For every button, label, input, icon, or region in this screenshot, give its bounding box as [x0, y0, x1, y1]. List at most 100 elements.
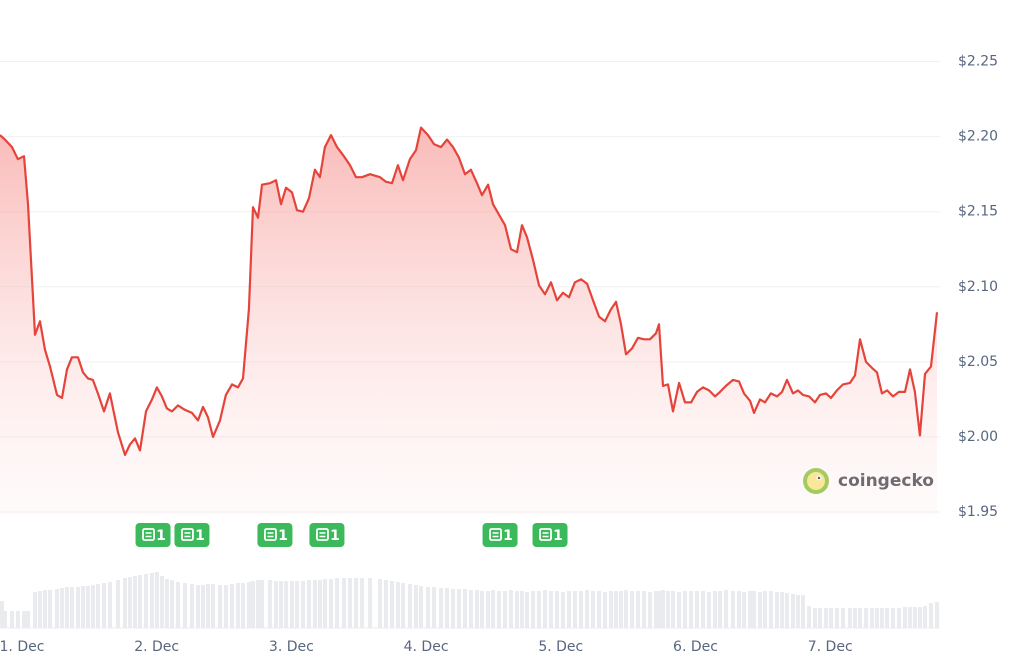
volume-bar: [69, 587, 74, 628]
volume-bar: [468, 590, 473, 628]
volume-bar: [597, 591, 602, 628]
volume-bar: [33, 592, 38, 628]
news-count: 1: [503, 528, 513, 544]
volume-bar: [255, 580, 260, 628]
volume-bar: [869, 608, 874, 628]
volume-bar: [9, 611, 14, 628]
volume-bar: [175, 582, 180, 628]
volume-bar: [85, 586, 90, 628]
volume-bar: [413, 585, 418, 628]
volume-bar: [116, 580, 121, 628]
volume-bar: [395, 582, 400, 628]
volume-bar: [229, 584, 234, 628]
volume-bar: [503, 591, 508, 628]
volume-bar: [677, 592, 682, 628]
volume-bar: [210, 584, 215, 628]
volume-bar: [666, 591, 671, 628]
volume-bar: [26, 611, 31, 628]
x-tick-label: 1. Dec: [0, 639, 44, 655]
volume-bar: [64, 587, 69, 628]
x-tick-label: 3. Dec: [269, 639, 314, 655]
volume-bar: [579, 591, 584, 628]
volume-bar: [801, 595, 806, 628]
news-icon: [316, 528, 329, 541]
volume-bar: [654, 591, 659, 628]
volume-bar: [347, 578, 352, 628]
volume-bar: [671, 591, 676, 628]
volume-bar: [585, 590, 590, 628]
news-count: 1: [278, 528, 288, 544]
volume-bar: [723, 590, 728, 628]
news-icon: [489, 528, 502, 541]
volume-bar: [132, 576, 137, 628]
volume-bar: [42, 590, 47, 628]
volume-bar: [354, 578, 359, 628]
volume-bar: [0, 601, 4, 628]
volume-bar: [491, 590, 496, 628]
volume-bar: [824, 608, 829, 628]
volume-bar: [205, 584, 210, 628]
x-tick-label: 5. Dec: [538, 639, 583, 655]
news-badge: 1: [174, 523, 210, 547]
volume-bar: [479, 591, 484, 628]
volume-bar: [902, 607, 907, 628]
volume-bar: [536, 591, 541, 628]
volume-bar: [496, 591, 501, 628]
news-count: 1: [330, 528, 340, 544]
x-tick-label: 7. Dec: [808, 639, 853, 655]
volume-bar: [463, 589, 468, 628]
volume-bar: [312, 580, 317, 628]
volume-bar: [609, 591, 614, 628]
volume-bars: [0, 572, 940, 628]
volume-bar: [444, 588, 449, 628]
volume-bar: [289, 581, 294, 628]
volume-bar: [144, 574, 149, 628]
volume-bar: [439, 588, 444, 628]
volume-bar: [630, 591, 635, 628]
volume-bar: [737, 591, 742, 628]
volume-bar: [784, 593, 789, 628]
volume-bar: [572, 591, 577, 628]
price-line: [0, 126, 939, 456]
volume-bar: [647, 592, 652, 628]
volume-bar: [817, 608, 822, 628]
volume-bar: [548, 591, 553, 628]
volume-bar: [274, 581, 279, 628]
volume-bar: [90, 585, 95, 628]
volume-bar: [486, 591, 491, 628]
y-tick-label: $2.15: [958, 204, 998, 220]
x-tick-label: 6. Dec: [673, 639, 718, 655]
y-tick-label: $2.10: [958, 279, 998, 295]
volume-bar: [775, 592, 780, 628]
volume-bar: [713, 591, 718, 628]
x-tick-label: 4. Dec: [404, 639, 449, 655]
volume-bar: [748, 591, 753, 628]
volume-bar: [623, 590, 628, 628]
volume-bar: [796, 595, 801, 628]
volume-bar: [874, 608, 879, 628]
volume-bar: [47, 590, 52, 628]
volume-bar: [250, 581, 255, 628]
volume-bar: [661, 590, 666, 628]
volume-bar: [59, 588, 64, 628]
volume-bar: [923, 606, 928, 628]
volume-bar: [196, 585, 201, 628]
news-badge: 1: [309, 523, 345, 547]
x-tick-label: 2. Dec: [134, 639, 179, 655]
y-tick-label: $1.95: [958, 504, 998, 520]
volume-bar: [267, 580, 272, 628]
volume-bar: [283, 581, 288, 628]
volume-bar: [170, 580, 175, 628]
news-icon: [539, 528, 552, 541]
volume-bar: [614, 591, 619, 628]
volume-bar: [236, 583, 241, 628]
volume-bar: [758, 592, 763, 628]
volume-bar: [95, 584, 100, 628]
news-badge: 1: [532, 523, 568, 547]
volume-bar: [217, 585, 222, 628]
volume-bar: [451, 589, 456, 628]
y-tick-label: $2.20: [958, 129, 998, 145]
volume-bar: [590, 591, 595, 628]
volume-bar: [879, 608, 884, 628]
volume-bar: [885, 608, 890, 628]
